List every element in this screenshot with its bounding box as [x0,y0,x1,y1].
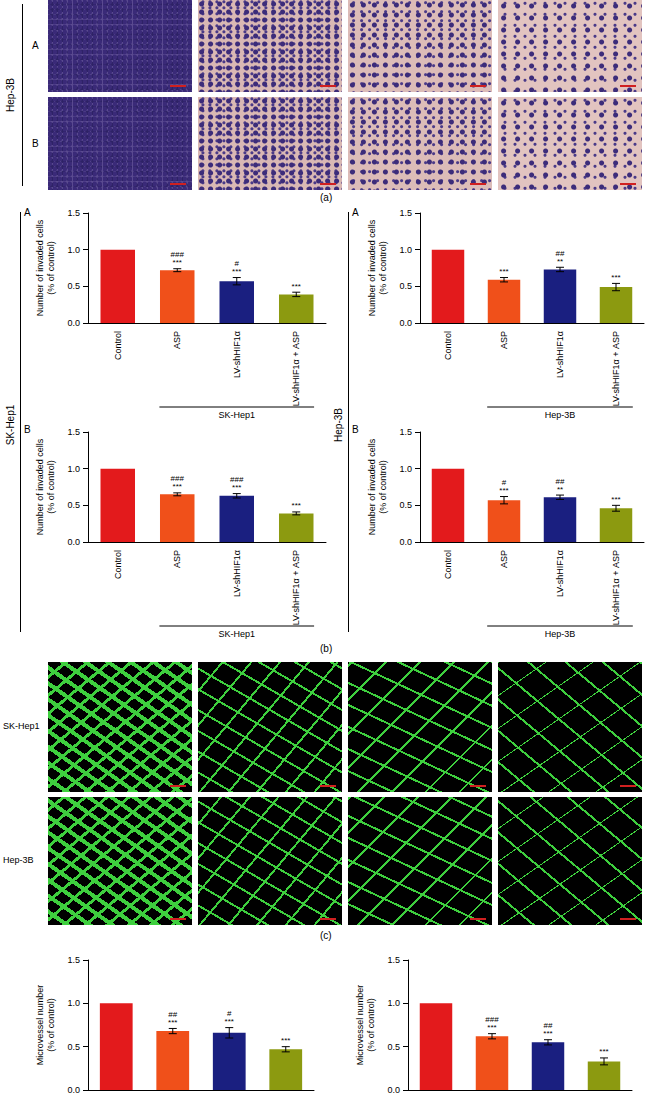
svg-text:0.5: 0.5 [67,281,80,291]
svg-text:Number of invaded cells: Number of invaded cells [367,438,377,535]
svg-text:ASP: ASP [499,331,509,349]
svg-text:SK-Hep1: SK-Hep1 [218,410,255,420]
svg-text:Number of invaded cells: Number of invaded cells [35,219,45,316]
svg-text:***: *** [173,482,182,491]
html-text:(b): (b) [320,643,333,654]
svg-text:1.5: 1.5 [399,427,412,437]
svg-text:0.0: 0.0 [399,537,412,547]
html-text:SK-Hep1: SK-Hep1 [4,404,16,446]
svg-text:LV-shHIF1α + ASP: LV-shHIF1α + ASP [291,331,301,406]
svg-text:LV-shHIF1α + ASP: LV-shHIF1α + ASP [291,550,301,625]
svg-text:Hep-3B: Hep-3B [545,629,576,639]
svg-text:Control: Control [443,331,453,360]
html-text:A: A [352,207,359,218]
svg-text:***: *** [543,1029,552,1038]
html-text:(c): (c) [320,930,332,941]
html-text:Hep-3B: Hep-3B [3,855,34,865]
svg-text:***: *** [168,1018,177,1027]
svg-text:(% of control): (% of control) [46,241,56,295]
svg-text:***: *** [611,495,620,504]
svg-text:(% of control): (% of control) [46,460,56,514]
svg-text:0.0: 0.0 [67,537,80,547]
html-text:B: B [32,137,39,149]
svg-text:LV-shHIF1α: LV-shHIF1α [232,550,242,597]
html-text:A: A [24,207,31,218]
svg-text:***: *** [611,273,620,282]
svg-text:***: *** [292,501,301,510]
svg-text:***: *** [232,267,241,276]
svg-text:0.5: 0.5 [67,500,80,510]
svg-text:***: *** [499,267,508,276]
svg-text:0.0: 0.0 [387,1085,400,1095]
svg-text:1.5: 1.5 [387,955,400,965]
svg-text:LV-shHIF1α + ASP: LV-shHIF1α + ASP [611,550,621,625]
html-text:Hep-3B: Hep-3B [4,78,16,112]
svg-text:***: *** [173,258,182,267]
html-text:B: B [352,424,359,435]
svg-text:LV-shHIF1α: LV-shHIF1α [232,331,242,378]
svg-text:1.0: 1.0 [67,998,80,1008]
svg-text:1.5: 1.5 [67,208,80,218]
svg-text:1.0: 1.0 [67,464,80,474]
html-text:(a): (a) [320,192,333,203]
html-text:Hep-3B: Hep-3B [332,408,344,442]
svg-text:1.5: 1.5 [67,427,80,437]
svg-text:0.0: 0.0 [399,318,412,328]
svg-text:LV-shHIF1α + ASP: LV-shHIF1α + ASP [611,331,621,406]
svg-text:Control: Control [113,331,123,360]
svg-text:0.5: 0.5 [67,1042,80,1052]
svg-text:Microvessel number: Microvessel number [355,985,365,1066]
svg-text:**: ** [557,485,563,494]
svg-text:**: ** [557,257,563,266]
svg-text:0.5: 0.5 [387,1042,400,1052]
svg-text:***: *** [499,486,508,495]
svg-text:***: *** [225,1017,234,1026]
html-text:B: B [24,424,31,435]
svg-text:(% of control): (% of control) [366,998,376,1052]
svg-text:***: *** [487,1023,496,1032]
svg-text:***: *** [292,282,301,291]
svg-text:***: *** [232,483,241,492]
svg-text:1.0: 1.0 [399,245,412,255]
svg-text:Number of invaded cells: Number of invaded cells [35,438,45,535]
svg-text:***: *** [281,1036,290,1045]
svg-text:Control: Control [443,550,453,579]
svg-text:1.5: 1.5 [67,955,80,965]
svg-text:1.0: 1.0 [67,245,80,255]
svg-text:ASP: ASP [172,550,182,568]
svg-text:(% of control): (% of control) [46,998,56,1052]
svg-text:Number of invaded cells: Number of invaded cells [367,219,377,316]
svg-text:ASP: ASP [499,550,509,568]
svg-text:SK-Hep1: SK-Hep1 [218,629,255,639]
svg-text:0.5: 0.5 [399,500,412,510]
svg-text:Microvessel number: Microvessel number [35,985,45,1066]
svg-text:0.0: 0.0 [67,1085,80,1095]
svg-text:(% of control): (% of control) [378,241,388,295]
svg-text:Hep-3B: Hep-3B [545,410,576,420]
svg-text:Control: Control [113,550,123,579]
svg-text:0.0: 0.0 [67,318,80,328]
svg-text:ASP: ASP [172,331,182,349]
svg-text:0.5: 0.5 [399,281,412,291]
svg-text:1.0: 1.0 [387,998,400,1008]
svg-text:1.5: 1.5 [399,208,412,218]
svg-text:***: *** [599,1047,608,1056]
svg-text:LV-shHIF1α: LV-shHIF1α [555,331,565,378]
svg-text:(% of control): (% of control) [378,460,388,514]
html-text:SK-Hep1: SK-Hep1 [3,721,40,731]
html-text:A: A [32,40,39,51]
svg-text:1.0: 1.0 [399,464,412,474]
svg-text:LV-shHIF1α: LV-shHIF1α [555,550,565,597]
